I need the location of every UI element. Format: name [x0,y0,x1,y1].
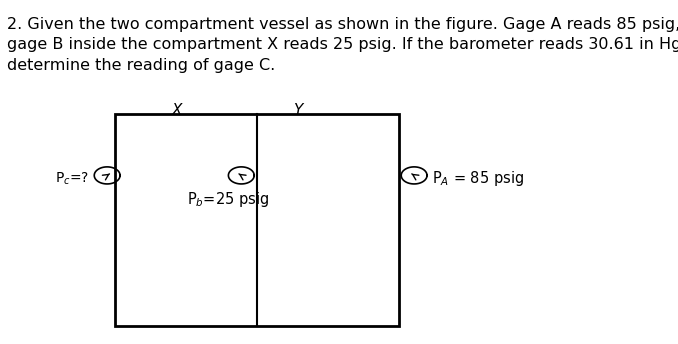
Text: P$_b$=25 psig: P$_b$=25 psig [187,190,270,209]
Text: Y: Y [294,103,303,118]
Text: 2. Given the two compartment vessel as shown in the figure. Gage A reads 85 psig: 2. Given the two compartment vessel as s… [7,17,678,32]
Text: P$_c$=?: P$_c$=? [55,171,89,187]
Text: gage B inside the compartment X reads 25 psig. If the barometer reads 30.61 in H: gage B inside the compartment X reads 25… [7,37,678,52]
Text: P$_A$ = 85 psig: P$_A$ = 85 psig [432,169,524,188]
Text: X: X [172,103,182,118]
Text: determine the reading of gage C.: determine the reading of gage C. [7,58,275,73]
Bar [115,114,399,325]
